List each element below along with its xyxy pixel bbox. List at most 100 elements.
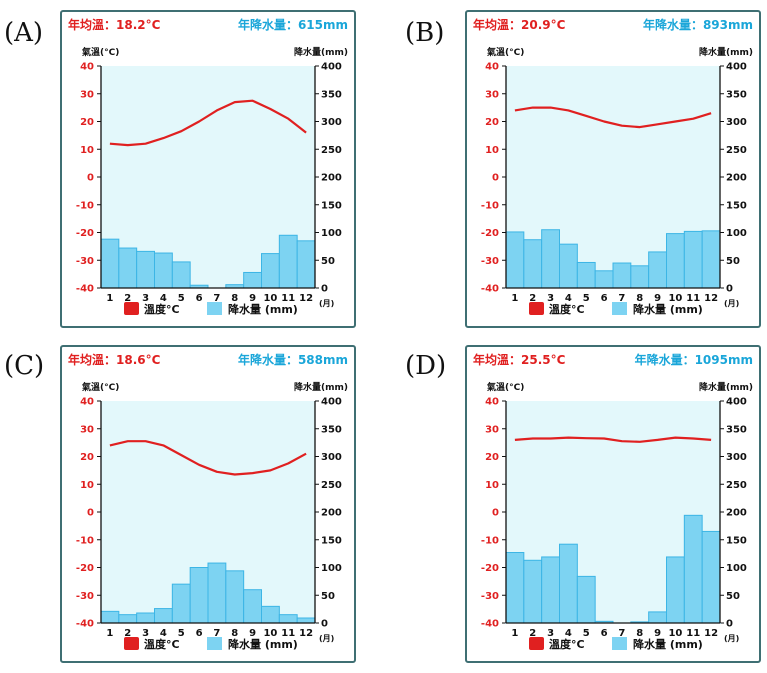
rain-tick-label: 50 (726, 591, 740, 602)
rain-bar-10 (261, 605, 280, 624)
month-tick-label: 11 (686, 293, 700, 304)
rain-bar-5 (171, 261, 191, 289)
right-axis-title: 降水量(mm) (699, 381, 753, 393)
rain-tick-label: 100 (726, 228, 747, 239)
annual-temp-label: 年均溫：25.5°C (473, 352, 566, 367)
temp-tick-label: 10 (485, 480, 499, 491)
rain-tick-label: 250 (726, 145, 747, 156)
temp-tick-label: 40 (485, 397, 499, 408)
temp-tick-label: 10 (80, 145, 94, 156)
rain-tick-label: 250 (726, 480, 747, 491)
temp-tick-label: -10 (76, 535, 94, 546)
rain-tick-label: 150 (321, 200, 342, 211)
rain-bar-2 (523, 239, 543, 289)
temp-tick-label: 40 (80, 397, 94, 408)
temp-tick-label: 10 (485, 145, 499, 156)
month-tick-label: 1 (511, 293, 518, 304)
month-tick-label: 3 (142, 628, 149, 639)
rain-bar-8 (630, 265, 650, 289)
rain-bar-11 (683, 514, 703, 624)
rain-bar-6 (189, 567, 209, 624)
temp-tick-label: -40 (481, 619, 499, 630)
rain-tick-label: 0 (321, 619, 328, 630)
legend-rain-swatch (207, 302, 222, 315)
temp-tick-label: 10 (80, 480, 94, 491)
month-tick-label: 3 (142, 293, 149, 304)
temp-tick-label: 30 (80, 424, 94, 435)
rain-tick-label: 300 (726, 452, 747, 463)
annual-temp-label: 年均溫：18.2°C (68, 17, 161, 32)
rain-bar-6 (594, 270, 614, 289)
month-tick-label: 2 (529, 293, 536, 304)
rain-bar-9 (243, 589, 263, 624)
rain-bar-9 (648, 251, 668, 289)
temperature-line (109, 440, 307, 476)
month-tick-label: 12 (299, 293, 313, 304)
left-axis-title: 氣溫(°C) (487, 46, 524, 58)
climate-chart-a: 年均溫：18.2°C 年降水量：615mm 氣溫(°C) 降水量(mm) 40 400 30… (60, 10, 356, 328)
rain-tick-label: 400 (321, 62, 342, 73)
month-tick-label: 11 (281, 293, 295, 304)
legend-rain-swatch (612, 637, 627, 650)
rain-tick-label: 100 (321, 228, 342, 239)
temp-tick-label: 30 (80, 89, 94, 100)
month-tick-label: 2 (529, 628, 536, 639)
annual-rain-label: 年降水量：893mm (643, 17, 753, 32)
annual-temp-label: 年均溫：18.6°C (68, 352, 161, 367)
month-tick-label: 6 (196, 628, 203, 639)
rain-tick-label: 200 (321, 173, 342, 184)
right-axis-title: 降水量(mm) (294, 381, 348, 393)
rain-bar-1 (505, 552, 525, 624)
month-tick-label: 9 (249, 293, 256, 304)
month-tick-label: 8 (231, 628, 238, 639)
rain-bar-4 (559, 243, 578, 289)
rain-bar-3 (136, 612, 155, 624)
rain-bar-4 (154, 252, 173, 289)
month-tick-label: 3 (547, 293, 554, 304)
rain-tick-label: 0 (321, 284, 328, 295)
rain-tick-label: 200 (321, 508, 342, 519)
month-tick-label: 12 (704, 293, 718, 304)
temp-tick-label: -40 (481, 284, 499, 295)
temp-tick-label: 40 (485, 62, 499, 73)
temp-tick-label: 0 (87, 173, 94, 184)
climate-chart-d: 年均溫：25.5°C 年降水量：1095mm 氣溫(°C) 降水量(mm) 40 400 3… (465, 345, 761, 663)
rain-tick-label: 100 (321, 563, 342, 574)
rain-bar-5 (576, 261, 596, 289)
temp-tick-label: -40 (76, 284, 94, 295)
month-tick-label: 6 (601, 628, 608, 639)
rain-bar-8 (225, 570, 245, 624)
rain-bar-9 (648, 611, 668, 624)
temp-tick-label: -30 (76, 256, 94, 267)
rain-tick-label: 150 (726, 535, 747, 546)
month-tick-label: 7 (213, 293, 220, 304)
temp-tick-label: -10 (481, 200, 499, 211)
month-tick-label: 1 (106, 628, 113, 639)
month-tick-label: 6 (196, 293, 203, 304)
legend-temp-label: 溫度°C (549, 302, 585, 316)
rain-tick-label: 50 (321, 591, 335, 602)
rain-bar-4 (154, 608, 173, 624)
rain-bar-12 (296, 617, 316, 624)
legend-rain-label: 降水量 (mm) (633, 637, 703, 651)
rain-tick-label: 250 (321, 480, 342, 491)
rain-tick-label: 150 (726, 200, 747, 211)
rain-bar-1 (100, 238, 120, 289)
temp-tick-label: -10 (481, 535, 499, 546)
month-tick-label: 1 (511, 628, 518, 639)
rain-tick-label: 150 (321, 535, 342, 546)
rain-tick-label: 200 (726, 173, 747, 184)
rain-tick-label: 0 (726, 619, 733, 630)
right-axis-title: 降水量(mm) (294, 46, 348, 58)
panel-label-d: (D) (405, 351, 447, 381)
temp-tick-label: 0 (492, 508, 499, 519)
panel-label-a: (A) (4, 18, 44, 48)
temp-tick-label: 30 (485, 89, 499, 100)
month-tick-label: 4 (565, 628, 572, 639)
right-axis-title: 降水量(mm) (699, 46, 753, 58)
rain-tick-label: 400 (726, 62, 747, 73)
rain-tick-label: 0 (726, 284, 733, 295)
